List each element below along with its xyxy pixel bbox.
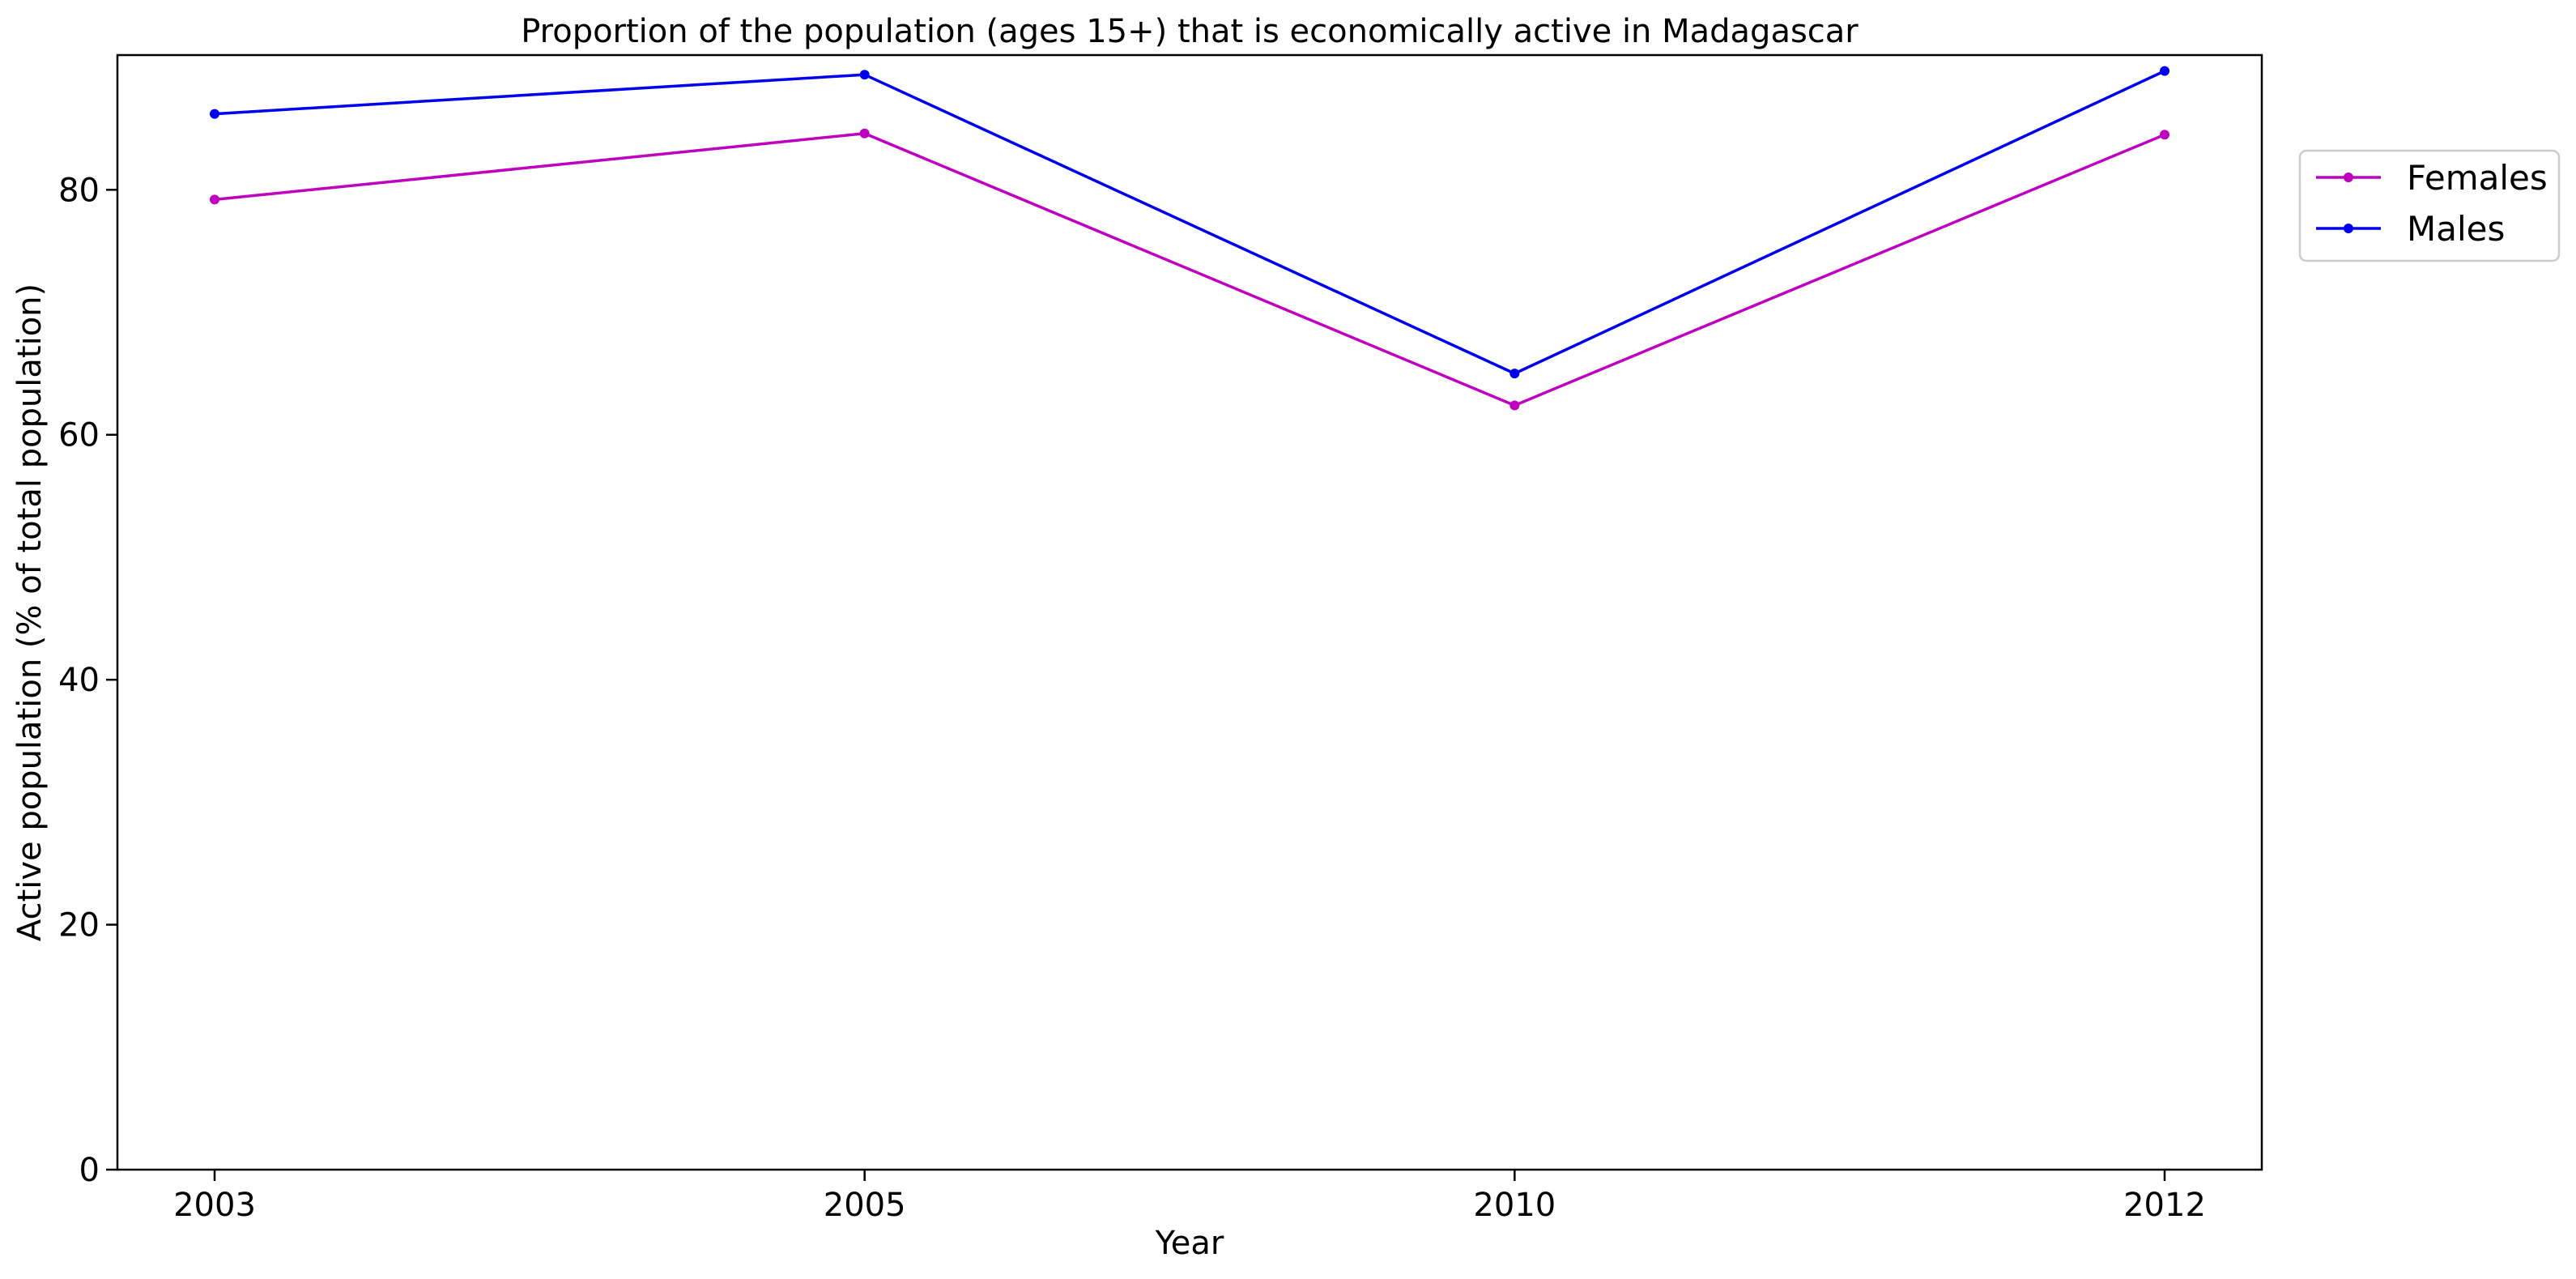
y-tick-label: 60 bbox=[58, 417, 100, 454]
data-point bbox=[210, 109, 219, 119]
x-tick-label: 2012 bbox=[2123, 1187, 2206, 1224]
data-point bbox=[859, 128, 870, 139]
y-axis-label: Active population (% of total population… bbox=[11, 284, 49, 941]
x-tick-label: 2010 bbox=[1473, 1187, 1556, 1224]
series-females bbox=[210, 128, 2169, 411]
legend-label: Males bbox=[2407, 209, 2505, 249]
data-point bbox=[859, 70, 870, 80]
series-line bbox=[214, 70, 2165, 375]
y-axis-ticks: 0 20 40 60 80 bbox=[58, 172, 117, 1189]
legend: Females Males bbox=[2298, 149, 2561, 262]
y-tick-label: 0 bbox=[79, 1152, 100, 1189]
chart-title: Proportion of the population (ages 15+) … bbox=[521, 13, 1859, 50]
x-tick-label: 2005 bbox=[824, 1187, 906, 1224]
data-point bbox=[2160, 130, 2169, 140]
legend-swatch-marker bbox=[2344, 173, 2353, 182]
y-tick-label: 20 bbox=[58, 907, 100, 944]
y-tick-label: 40 bbox=[58, 662, 100, 699]
series-males bbox=[210, 66, 2169, 379]
data-point bbox=[210, 194, 219, 205]
data-point bbox=[1509, 400, 1520, 411]
x-axis-label: Year bbox=[1155, 1225, 1224, 1262]
x-axis-ticks: 2003 2005 2010 2012 bbox=[173, 1170, 2206, 1224]
plot-area-frame bbox=[116, 53, 2263, 1171]
series-layer bbox=[210, 66, 2169, 411]
data-point bbox=[2160, 66, 2169, 76]
legend-swatch-marker bbox=[2344, 224, 2353, 233]
series-line bbox=[214, 132, 2165, 407]
legend-label: Females bbox=[2407, 158, 2548, 198]
y-tick-label: 80 bbox=[58, 172, 100, 209]
data-point bbox=[1509, 369, 1520, 379]
x-tick-label: 2003 bbox=[173, 1187, 256, 1224]
